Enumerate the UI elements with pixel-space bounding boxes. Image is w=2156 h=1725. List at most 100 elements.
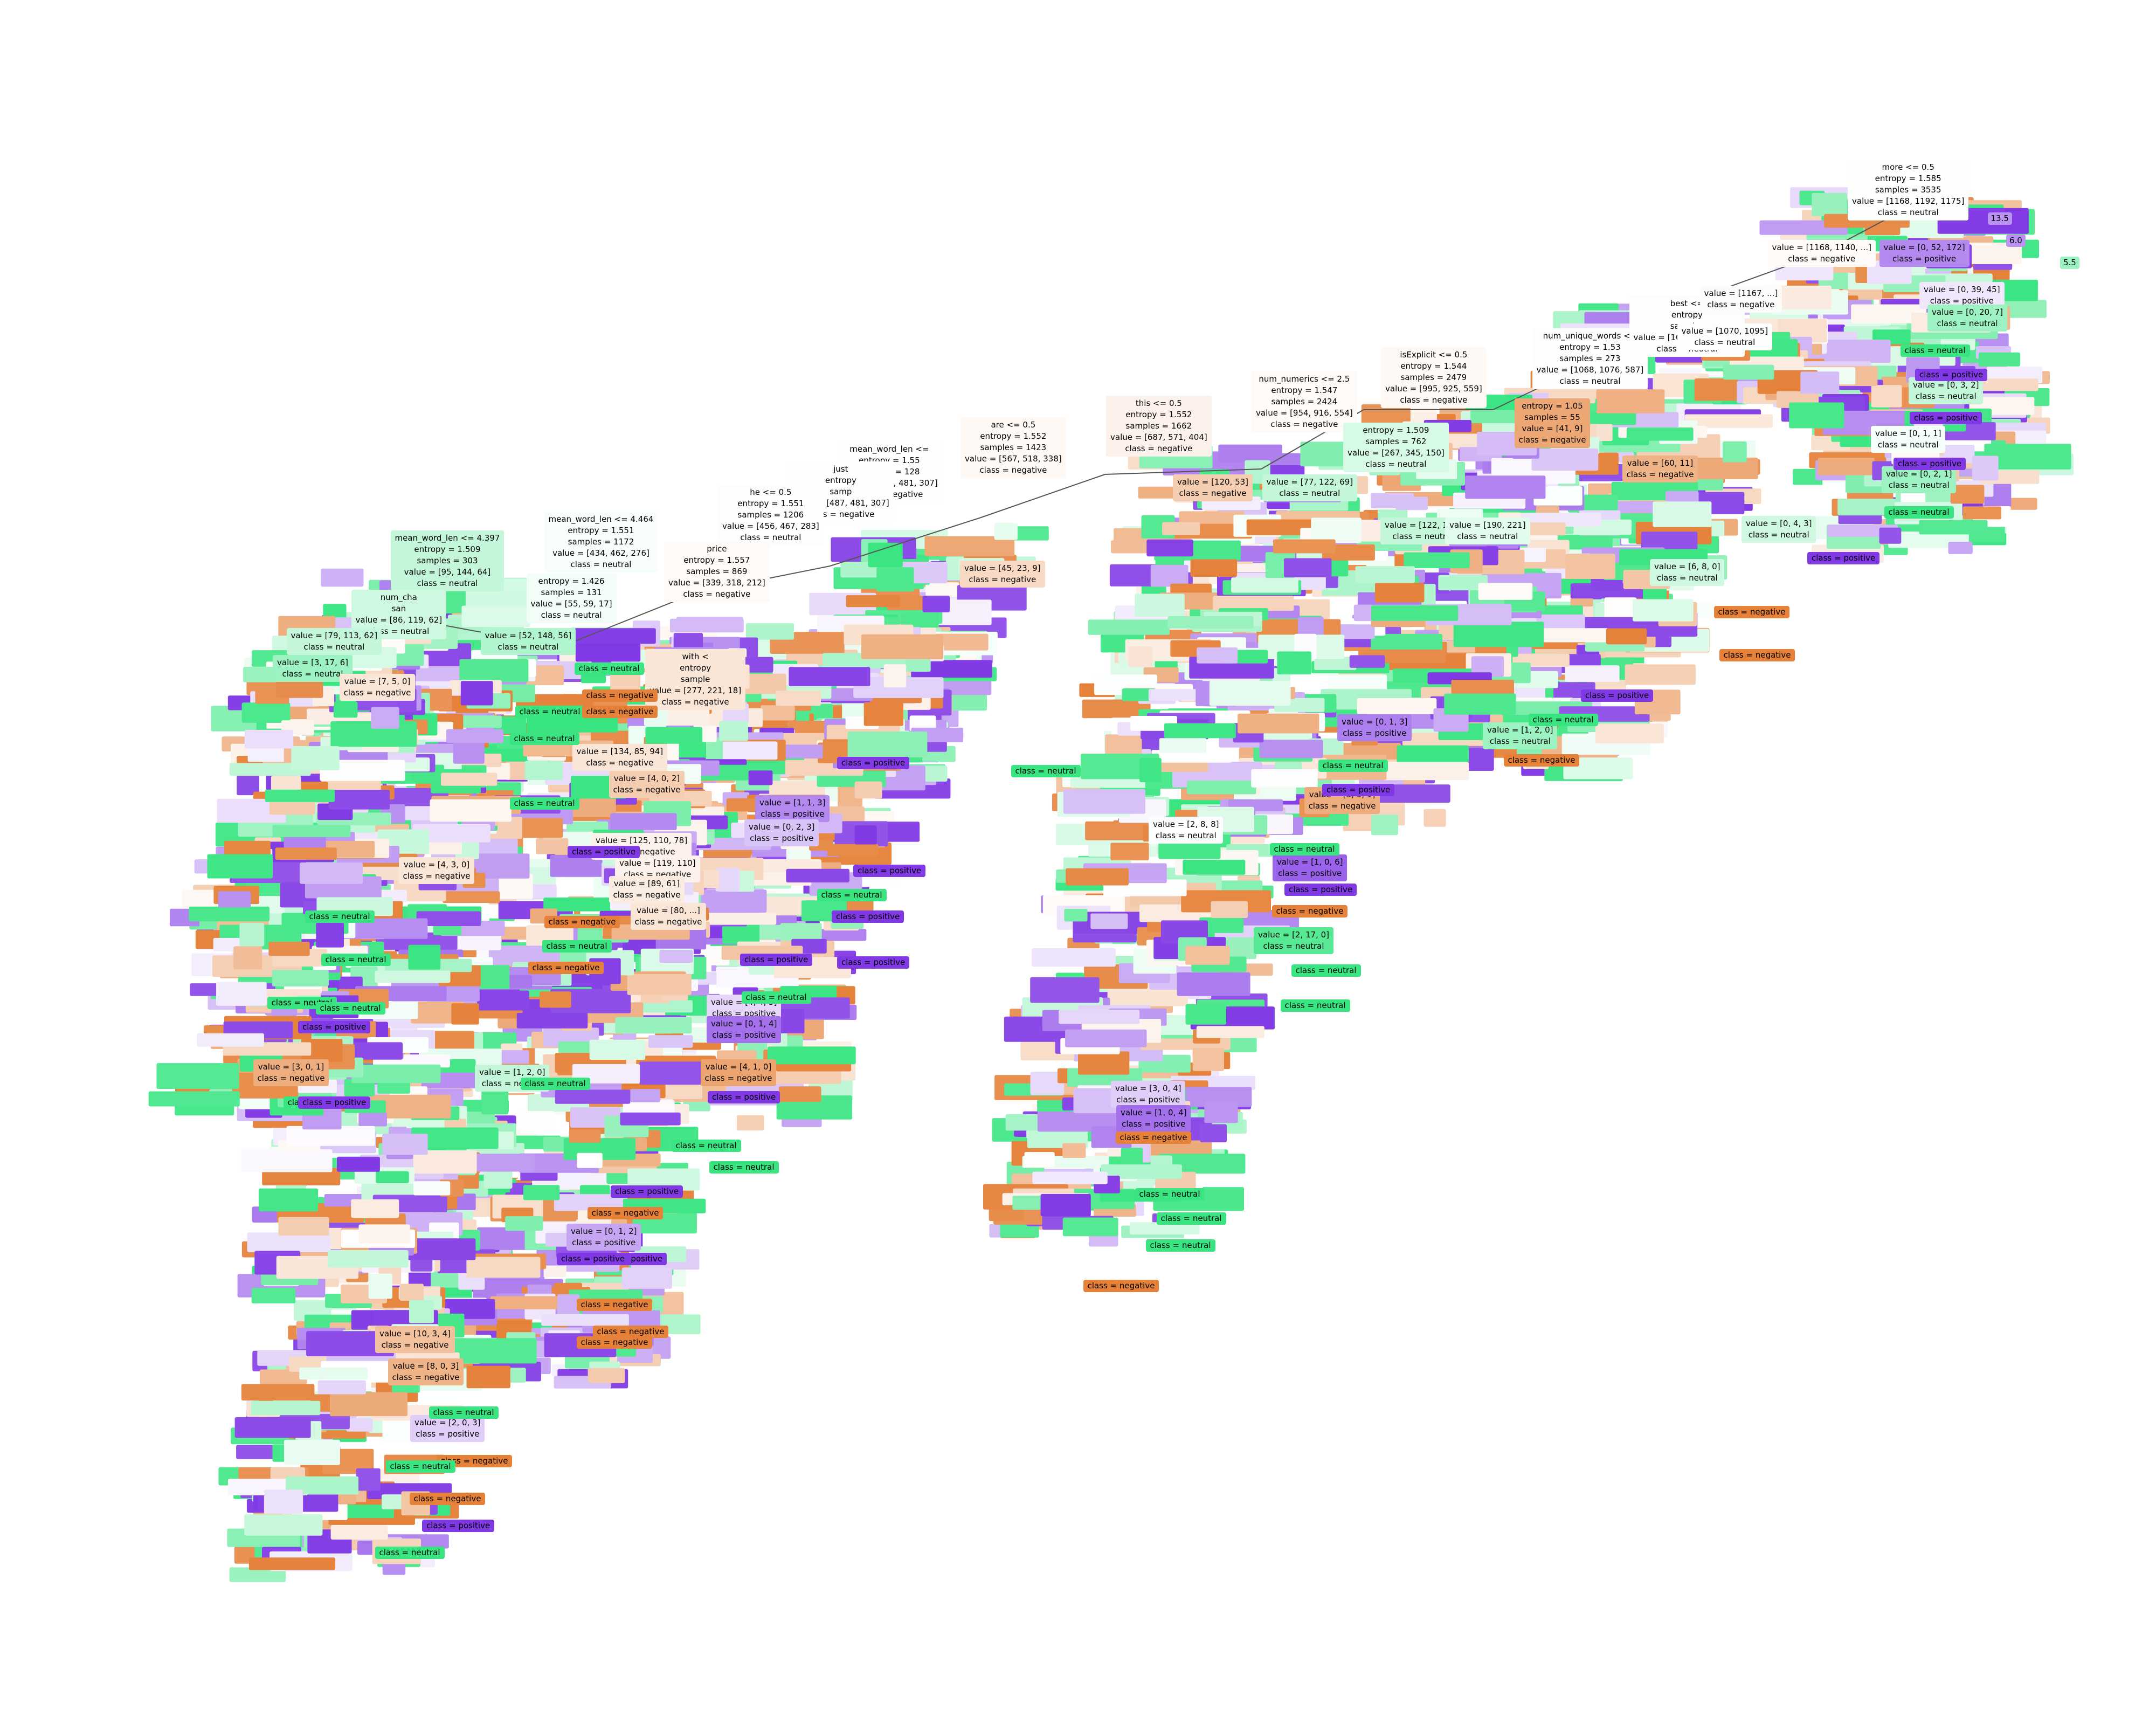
tree-node-neutral [413, 1181, 451, 1196]
node-text-line: mean_word_len <= 4.464 [548, 514, 654, 524]
tree-node-positive [911, 660, 992, 678]
tree-node-neutral [258, 1188, 319, 1212]
node-text-line: class = positive [761, 809, 825, 819]
node-text-line: value = [119, 110] [619, 858, 696, 868]
tree-node-positive [1204, 1101, 1238, 1123]
tree-node-neutral [251, 1400, 321, 1416]
tree-node-negative [1966, 243, 2022, 264]
tree-node-neutral [1723, 364, 1774, 380]
leaf-node-neutral: class = neutral [1280, 999, 1350, 1012]
tree-node-positive [1063, 789, 1145, 814]
tree-node-positive [789, 667, 870, 686]
tree-node-neutral [745, 623, 794, 640]
tree-node-neutral [461, 605, 530, 627]
tree-node-negative [466, 1257, 541, 1278]
node-text-line: value = [77, 122, 69] [1266, 477, 1353, 487]
tree-node-neutral: mean_word_len <= 4.397 entropy = 1.509 sam… [390, 530, 505, 591]
node-text-line: value = [1, 1, 3] [759, 798, 826, 808]
tree-node-neutral [1129, 1222, 1200, 1235]
node-text-line: samples = 273 [1559, 353, 1621, 363]
tree-node-negative [1625, 664, 1696, 685]
node-text-line: class = negative [634, 917, 702, 927]
tree-node-negative [706, 913, 777, 925]
node-text-line: value = [567, 518, 338] [965, 453, 1062, 464]
tree-node-neutral: value = [79, 113, 62] class = neutral [286, 628, 382, 655]
tree-node-neutral [1277, 651, 1312, 674]
tree-node-neutral [1185, 1004, 1226, 1025]
tree-node-neutral [244, 1514, 323, 1536]
tree-node-neutral [1438, 575, 1488, 591]
node-text-line: class = positive [1892, 254, 1957, 264]
leaf-node-neutral: class = neutral [1269, 843, 1339, 855]
edge-fragment-text: 5.5 [2063, 257, 2076, 267]
leaf-class-label: class = neutral [1888, 507, 1950, 517]
tree-node-negative: value = [45, 23, 9] class = negative [960, 561, 1045, 588]
node-text-line: value = [1167, ...] [1704, 288, 1778, 298]
tree-node-negative [1978, 378, 2038, 391]
node-text-line: class = negative [613, 785, 681, 795]
tree-node-positive [1775, 266, 1834, 281]
node-text-line: entropy = 1.53 [1559, 342, 1621, 352]
leaf-node-positive: class = positive [557, 1252, 630, 1265]
tree-node-neutral: value = [77, 122, 69] class = neutral [1262, 474, 1358, 501]
tree-node-positive: value = [1, 1, 3] class = positive [755, 795, 830, 822]
tree-node-positive [1177, 972, 1250, 996]
leaf-node-neutral: class = neutral [321, 953, 391, 966]
tree-node-negative [1697, 457, 1758, 479]
tree-node-negative [1375, 583, 1425, 603]
leaf-node-neutral: class = neutral [1011, 764, 1081, 777]
leaf-node-positive: class = positive [298, 1020, 371, 1033]
tree-node-neutral: value = [0, 1, 1] class = neutral [1871, 426, 1946, 453]
tree-node-neutral: entropy = 1.509 samples = 762 value = [267… [1343, 423, 1449, 472]
node-text-line: value = [0, 52, 172] [1883, 243, 1965, 252]
node-text-line: isExplicit <= 0.5 [1400, 349, 1468, 360]
tree-node-negative [330, 1392, 407, 1417]
node-text-line: class = neutral [1877, 207, 1939, 217]
leaf-class-label: class = neutral [1532, 714, 1594, 724]
tree-node-positive [446, 729, 504, 743]
leaf-node-positive: class = positive [740, 953, 813, 966]
tree-node-neutral: value = [1070, 1095] class = neutral [1677, 323, 1773, 350]
tree-node-negative [854, 781, 882, 799]
tree-node-neutral [251, 1288, 296, 1303]
tree-node-negative [827, 844, 879, 857]
tree-node-negative [1962, 506, 2001, 520]
leaf-class-label: class = positive [302, 1097, 367, 1107]
node-text-line: value = [2, 0, 3] [414, 1418, 481, 1427]
tree-node-neutral [1453, 622, 1544, 647]
tree-node-neutral [376, 1171, 409, 1183]
leaf-node-neutral: class = neutral [671, 1139, 741, 1152]
tree-node-positive [317, 1380, 366, 1395]
tree-node-positive [471, 1154, 535, 1172]
leaf-class-label: class = positive [744, 954, 808, 964]
tree-node-positive [460, 681, 493, 706]
node-text-line: class = positive [750, 833, 814, 843]
tree-node-neutral [1789, 402, 1844, 429]
node-text-line: class = neutral [1365, 459, 1427, 469]
leaf-class-label: class = neutral [1295, 965, 1357, 975]
tree-node-neutral [333, 701, 358, 718]
node-text-line: class = neutral [570, 559, 632, 569]
tree-node-neutral [239, 923, 265, 947]
tree-node-negative: value = [3, 0, 1]class = negative [253, 1059, 329, 1086]
tree-node-neutral [272, 970, 329, 986]
tree-node-neutral [523, 1185, 560, 1200]
tree-node-negative [399, 1284, 424, 1301]
tree-node-positive [358, 1112, 387, 1127]
tree-node-neutral [876, 567, 914, 592]
node-text-line: value = [0, 20, 7] [1932, 307, 2003, 317]
tree-node-negative: this <= 0.5 entropy = 1.552 samples = 1662… [1106, 395, 1212, 457]
tree-node-neutral: value = [0, 3, 2] class = neutral [1909, 377, 1984, 404]
tree-node-neutral [368, 1273, 392, 1299]
node-text-line: entropy [680, 663, 711, 673]
node-text-line: entropy = 1.544 [1400, 361, 1467, 371]
tree-edge [980, 474, 1105, 518]
node-text-line: value = [3, 0, 1] [258, 1062, 324, 1072]
node-text-line: he <= 0.5 [750, 487, 792, 497]
tree-node-negative [358, 1224, 410, 1244]
tree-node-negative [1082, 699, 1151, 719]
leaf-node-neutral: class = neutral [1900, 344, 1970, 357]
node-text-line: samples = 2479 [1400, 372, 1467, 382]
node-text-line: entropy = 1.552 [1125, 409, 1192, 419]
